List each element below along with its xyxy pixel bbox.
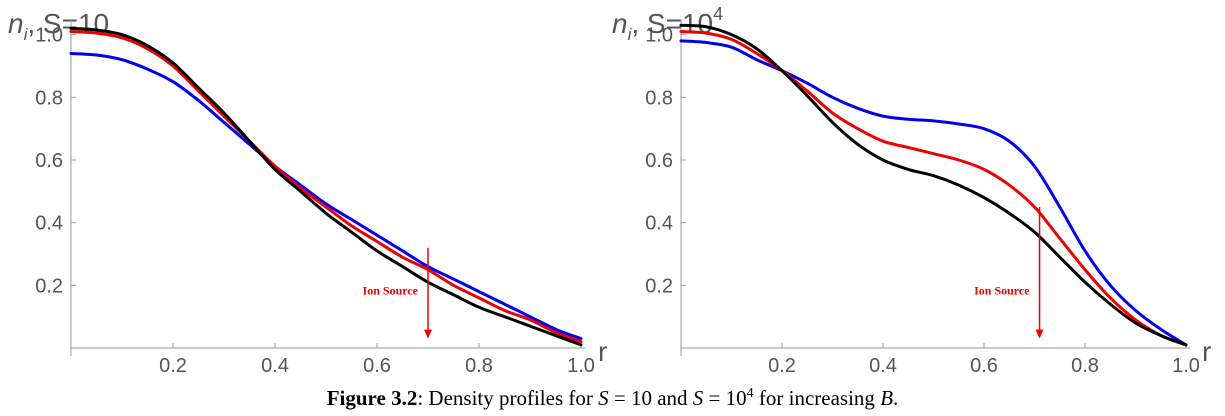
y-tick-label: 0.4	[645, 213, 673, 235]
caption-s-1: S	[598, 386, 609, 410]
x-tick-label: 0.4	[261, 355, 289, 377]
x-tick-label: 0.4	[869, 355, 897, 377]
curves	[69, 26, 583, 347]
caption-text-4: for increasing	[753, 386, 881, 410]
caption-text-1: : Density profiles for	[417, 386, 599, 410]
arrow-head	[424, 329, 432, 339]
y-tick-label: 1.0	[35, 25, 63, 47]
x-axis-label: r	[598, 336, 607, 367]
x-tick-label: 0.8	[465, 355, 493, 377]
annotation-label: Ion Source	[363, 284, 419, 298]
y-tick-label: 1.0	[645, 25, 673, 47]
ion-source-annotation: Ion Source	[974, 207, 1044, 339]
y-tick-label: 0.2	[645, 275, 673, 297]
y-tick-label: 0.8	[35, 87, 63, 109]
series-line-2	[69, 26, 583, 347]
figure-caption: Figure 3.2: Density profiles for S = 10 …	[0, 386, 1225, 411]
y-tick-label: 0.8	[645, 87, 673, 109]
caption-text-2: = 10 and	[608, 386, 693, 410]
x-axis: 0.2 0.4 0.6 0.8 1.0	[71, 343, 595, 377]
y-axis: 0.2 0.4 0.6 0.8 1.0	[35, 19, 76, 356]
caption-text-5: .	[893, 386, 899, 410]
y-axis: 0.2 0.4 0.6 0.8 1.0	[645, 19, 686, 356]
x-tick-label: 1.0	[567, 355, 595, 377]
series-line-2	[679, 23, 1188, 347]
y-tick-label: 0.4	[35, 213, 63, 235]
series-line-0	[679, 39, 1188, 347]
y-tick-label: 0.6	[645, 150, 673, 172]
y-tick-label: 0.2	[35, 275, 63, 297]
series-line-1	[69, 30, 583, 344]
caption-label: Figure 3.2	[326, 386, 418, 410]
x-tick-label: 0.2	[159, 355, 187, 377]
x-tick-label: 1.0	[1172, 355, 1200, 377]
ion-source-annotation: Ion Source	[363, 247, 432, 339]
chart-s10e4: ni, S=104 0.2 0.4 0.6 0.8 1.0 0.2 0.4 0.6 0.8 1.…	[612, 4, 1211, 377]
x-tick-label: 0.6	[363, 355, 391, 377]
x-tick-label: 0.2	[768, 355, 796, 377]
annotation-label: Ion Source	[974, 284, 1030, 298]
series-line-1	[679, 30, 1188, 347]
chart-s10: ni, S=10 0.20.40.60.81.0 0.2 0.4 0.6 0.8 1.0…	[8, 8, 607, 377]
caption-b: B	[880, 386, 894, 410]
x-axis: 0.2 0.4 0.6 0.8 1.0	[681, 343, 1200, 377]
y-tick-label: 0.6	[35, 150, 63, 172]
x-axis-label: r	[1202, 336, 1211, 367]
arrow-head	[1035, 329, 1044, 339]
caption-text-3: = 10	[703, 386, 747, 410]
x-tick-label: 0.6	[970, 355, 998, 377]
chart-title: ni, S=104	[612, 4, 723, 44]
caption-exponent: 4	[746, 386, 754, 401]
curves	[679, 23, 1188, 347]
caption-s-2: S	[692, 386, 704, 410]
x-tick-label: 0.8	[1071, 355, 1099, 377]
series-line-0	[69, 51, 583, 341]
